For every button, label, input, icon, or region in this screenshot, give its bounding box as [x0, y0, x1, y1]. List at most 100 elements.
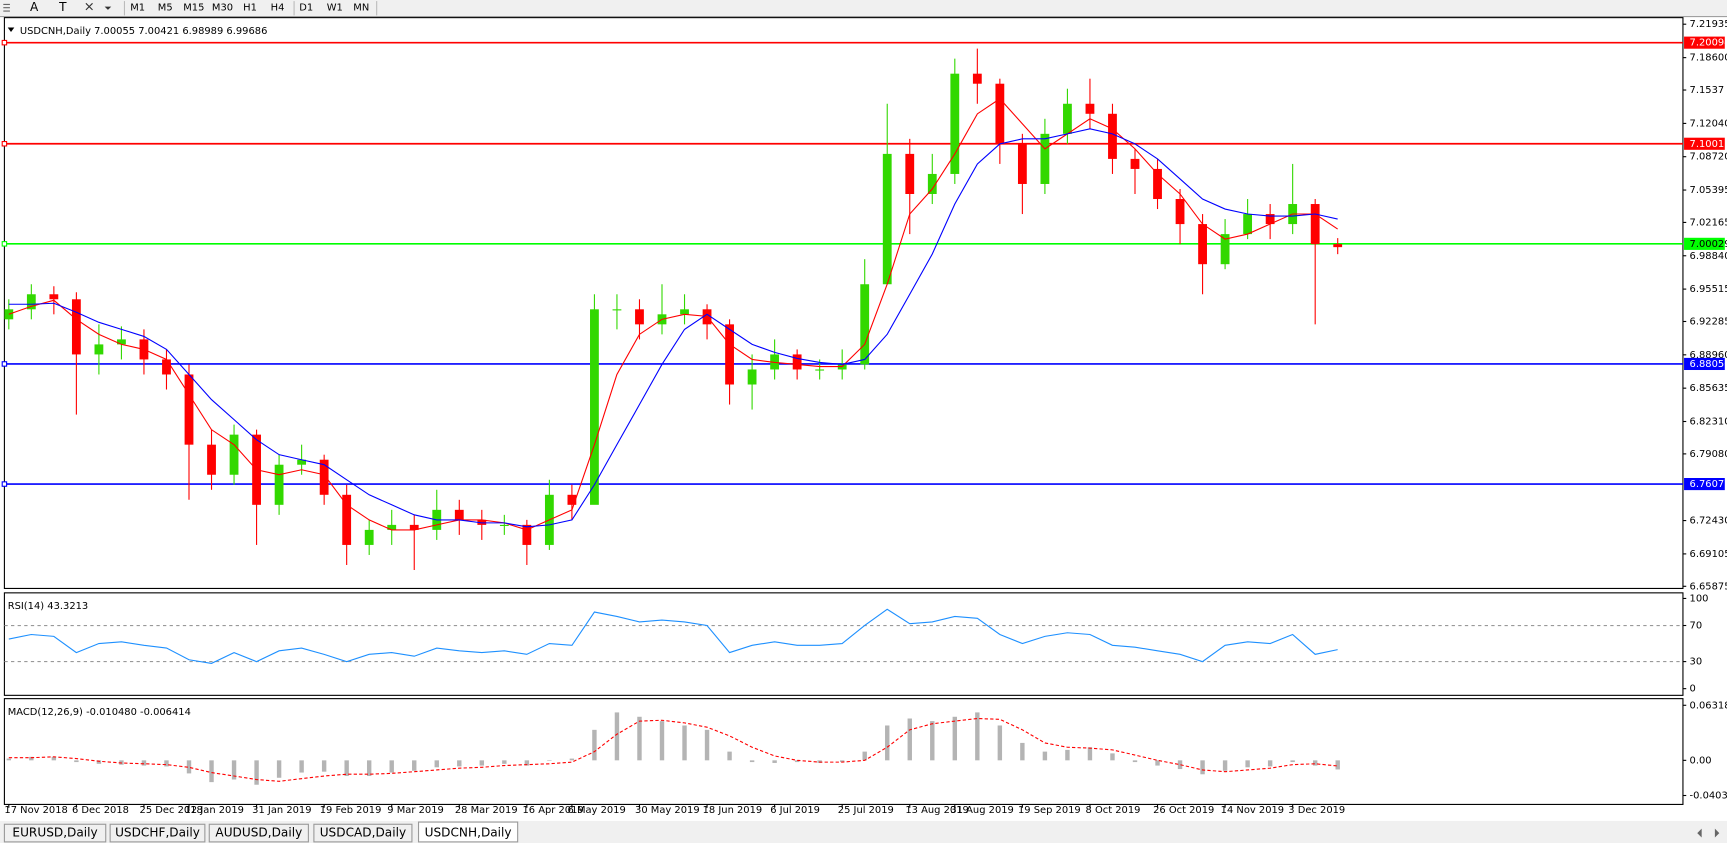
candle-body [882, 153, 892, 285]
tab[interactable] [109, 823, 206, 843]
candle-body [342, 494, 352, 545]
tab-label[interactable]: AUDUSD,Daily [215, 826, 302, 840]
x-tick-label: 8 Oct 2019 [1086, 805, 1141, 816]
candle-body [1175, 199, 1185, 225]
candle-body [635, 309, 644, 325]
y-tick-label: 7.02165 [1690, 217, 1727, 228]
x-tick-label: 19 Feb 2019 [320, 805, 382, 816]
level-tag-label: 6.76071 [1690, 479, 1727, 490]
macd-bar [51, 756, 57, 761]
title-arrow [7, 27, 15, 32]
y-tick-label: 6.85635 [1690, 383, 1727, 394]
timeframe-button[interactable]: M15 [183, 3, 204, 14]
macd-bar [772, 760, 777, 763]
candle-body [297, 459, 307, 465]
candle-body [567, 494, 577, 505]
tool-icon[interactable] [85, 2, 93, 11]
timeframe-button[interactable]: H1 [243, 3, 257, 14]
tool-button[interactable]: T [58, 0, 67, 14]
macd-bar [862, 751, 867, 761]
candle-body [274, 464, 284, 505]
candle-body [927, 173, 937, 194]
panel-frame [3, 17, 1684, 589]
candle-body [860, 284, 870, 365]
panel-title: MACD(12,26,9) -0.010480 -0.006414 [8, 707, 191, 718]
tool-dropdown[interactable] [104, 6, 112, 10]
macd-bar [547, 760, 552, 761]
tab-label[interactable]: EURUSD,Daily [12, 826, 97, 840]
toolbar-grip [3, 3, 10, 12]
tab[interactable] [417, 821, 519, 843]
tab-label[interactable]: USDCAD,Daily [320, 826, 406, 840]
candle-body [319, 459, 329, 495]
panel-frame [3, 592, 1684, 696]
macd-bar [299, 760, 304, 773]
macd-bar [1200, 760, 1205, 775]
panel-frame [3, 698, 1684, 805]
macd-bar [389, 760, 394, 773]
timeframe-button[interactable]: M1 [130, 3, 145, 14]
macd-bar [952, 716, 958, 761]
macd-bar [1020, 742, 1025, 761]
macd-bar [1222, 760, 1228, 771]
y-tick-label: 6.98840 [1690, 251, 1727, 262]
x-tick-label: 25 Dec 2018 [140, 805, 203, 816]
timeframe-button[interactable]: W1 [327, 3, 343, 14]
y-tick-label: 6.92285 [1690, 316, 1727, 327]
candle-body [364, 529, 374, 545]
macd-bar [614, 712, 620, 761]
candle-body [409, 524, 419, 530]
candle-body [1130, 158, 1140, 169]
tool-button[interactable]: A [30, 0, 39, 14]
macd-bar [1132, 760, 1138, 763]
tab[interactable] [313, 823, 413, 843]
x-tick-label: 31 Aug 2019 [950, 805, 1013, 816]
x-tick-label: 18 Jun 2019 [703, 805, 763, 816]
timeframe-button[interactable]: MN [353, 3, 369, 14]
candle-body [905, 153, 915, 194]
timeframe-button[interactable]: M30 [212, 3, 233, 14]
tab[interactable] [208, 823, 309, 843]
candle-body [1063, 103, 1072, 134]
y-tick-label: 7.1537 [1690, 85, 1725, 96]
timeframe-button[interactable]: H4 [271, 3, 285, 14]
y-tick-label: 70 [1690, 621, 1703, 632]
timeframe-button[interactable]: M5 [158, 3, 173, 14]
macd-bar [1042, 751, 1048, 761]
macd-bar [1065, 749, 1070, 761]
candle-body [1243, 214, 1253, 235]
candle-body [1265, 214, 1275, 225]
x-tick-label: 30 May 2019 [635, 805, 700, 816]
macd-bar [164, 760, 169, 767]
macd-bar [569, 758, 575, 761]
level-handle [1, 241, 8, 247]
level-tag-label: 7.10011 [1690, 139, 1727, 150]
candle-body [1220, 234, 1230, 265]
macd-bar [524, 760, 530, 766]
candle-body [184, 374, 194, 445]
candle-body [1310, 204, 1320, 245]
macd-bar [186, 760, 192, 774]
y-tick-label: 6.79080 [1690, 449, 1727, 460]
candle-body [1017, 143, 1027, 184]
candle-body [522, 524, 532, 545]
tab-label[interactable]: USDCHF,Daily [115, 826, 200, 840]
macd-bar [1087, 747, 1093, 761]
macd-bar [457, 760, 462, 767]
x-tick-label: 31 Jan 2019 [252, 805, 311, 816]
macd-bar [637, 716, 642, 761]
tab[interactable] [3, 823, 107, 843]
y-tick-label: 0.063184 [1690, 700, 1727, 711]
y-tick-label: 6.82310 [1690, 417, 1727, 428]
macd-bar [975, 712, 980, 761]
tab-scroll-arrows[interactable] [1697, 828, 1720, 838]
candle-body [117, 339, 126, 345]
candle-body [1333, 244, 1343, 248]
tab-label[interactable]: USDCNH,Daily [425, 826, 512, 840]
candle-body [1085, 103, 1095, 114]
candle-body [950, 73, 960, 174]
timeframe-button[interactable]: D1 [299, 3, 313, 14]
candle-body [49, 294, 59, 300]
moving-average [8, 128, 1338, 528]
